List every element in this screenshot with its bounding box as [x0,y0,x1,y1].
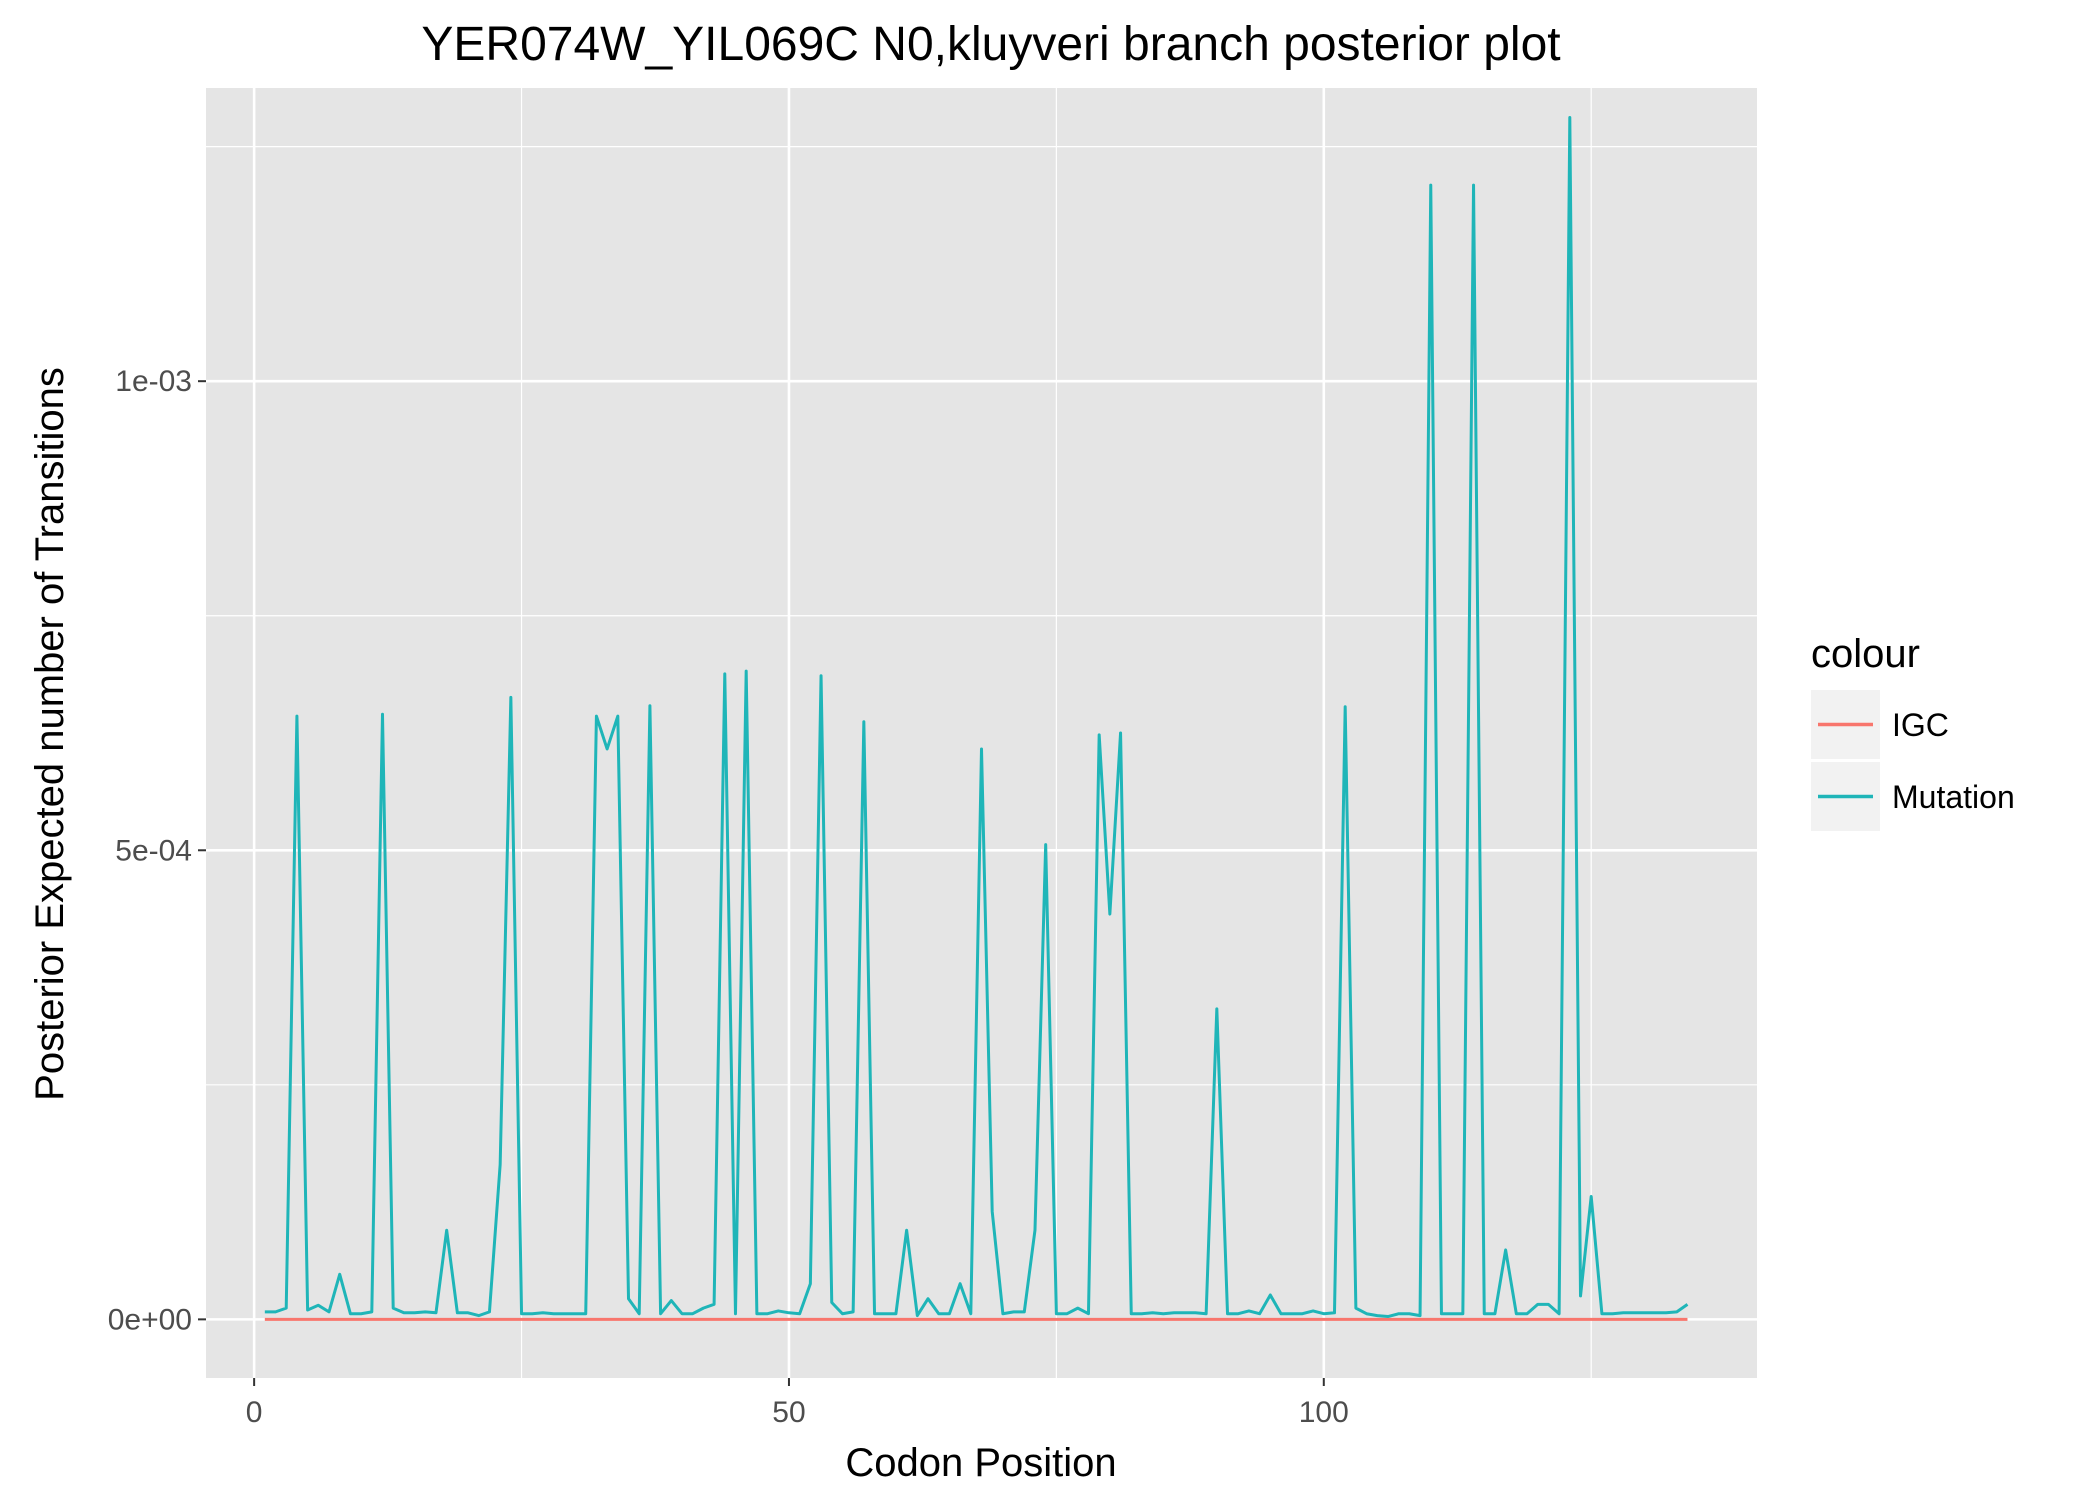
series-layer [264,116,1689,1321]
y-axis-label: Posterior Expected number of Transitions [28,367,72,1101]
legend-title: colour [1811,632,1920,676]
legend-label: IGC [1892,707,1949,743]
series-line-mutation [264,116,1689,1319]
y-tick-label: 0e+00 [108,1303,192,1336]
x-tick-label: 100 [1299,1396,1349,1429]
legend: colour IGC Mutation [1811,632,2015,831]
legend-item-igc: IGC [1811,690,1949,759]
y-axis-ticks: 0e+00 5e-04 1e-03 [108,365,206,1336]
minor-gridlines [206,88,1757,1378]
legend-items: IGC Mutation [1811,690,2015,831]
y-tick-label: 5e-04 [115,834,192,867]
chart-title: YER074W_YIL069C N0,kluyveri branch poste… [421,18,1560,71]
x-axis-ticks: 0 50 100 [246,1378,1349,1429]
legend-item-mutation: Mutation [1811,762,2015,831]
x-tick-label: 0 [246,1396,263,1429]
x-tick-label: 50 [772,1396,805,1429]
x-axis-label: Codon Position [845,1441,1116,1485]
legend-label: Mutation [1892,779,2015,815]
y-tick-label: 1e-03 [115,365,192,398]
plot-panel [206,88,1757,1378]
